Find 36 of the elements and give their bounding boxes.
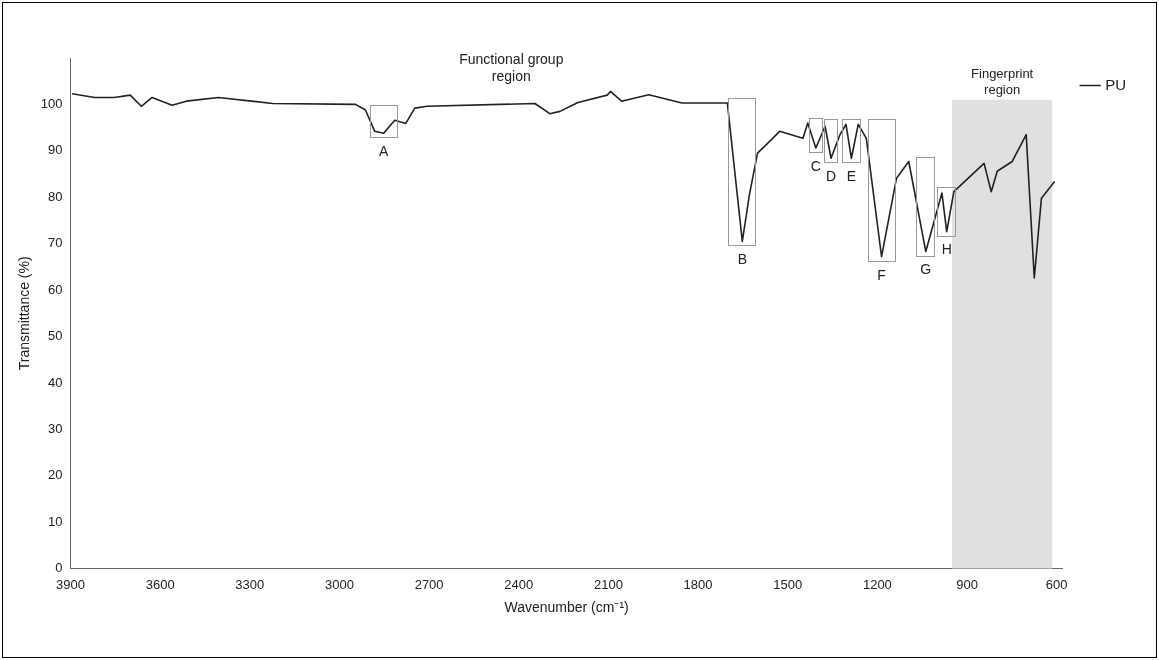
y-tick-label: 80 — [48, 188, 63, 204]
y-tick-label: 70 — [48, 235, 63, 251]
x-tick-label: 3600 — [145, 576, 175, 592]
y-tick-label: 0 — [55, 560, 63, 576]
x-tick-label: 1500 — [773, 576, 803, 592]
annotation: E — [846, 168, 857, 185]
y-tick-label: 10 — [48, 513, 63, 529]
x-tick-label: 1800 — [683, 576, 713, 592]
annotation: F — [877, 266, 886, 283]
x-tick-label: 900 — [956, 576, 978, 592]
annotation: A — [379, 143, 390, 160]
annotation: G — [920, 261, 932, 278]
x-tick-label: 3300 — [235, 576, 265, 592]
annotation: B — [737, 251, 747, 268]
x-tick-label: 2400 — [504, 576, 534, 592]
x-tick-label: 1200 — [862, 576, 892, 592]
x-tick-label: 2700 — [414, 576, 444, 592]
y-tick-label: 100 — [40, 96, 63, 111]
x-tick-label: 3000 — [324, 576, 354, 592]
y-tick-label: 60 — [48, 281, 63, 297]
y-tick-label: 90 — [48, 142, 63, 158]
x-tick-label: 3900 — [56, 576, 85, 592]
band-label: Fingerprint region — [971, 65, 1034, 97]
x-axis-title: Wavenumber (cm⁻¹) — [504, 599, 629, 616]
y-axis-title: Transmittance (%) — [16, 256, 33, 371]
legend-label: PU — [1105, 75, 1127, 93]
x-tick-label: 2100 — [593, 576, 623, 592]
annotation: H — [941, 241, 952, 258]
y-tick-label: 20 — [48, 467, 63, 483]
annotation: D — [825, 168, 837, 185]
y-tick-label: 40 — [48, 374, 63, 390]
x-tick-label: 600 — [1045, 576, 1068, 592]
annotation: C — [810, 157, 821, 174]
annotation: Functional group region — [459, 50, 564, 84]
y-tick-label: 30 — [48, 420, 63, 436]
y-tick-label: 50 — [48, 328, 63, 344]
